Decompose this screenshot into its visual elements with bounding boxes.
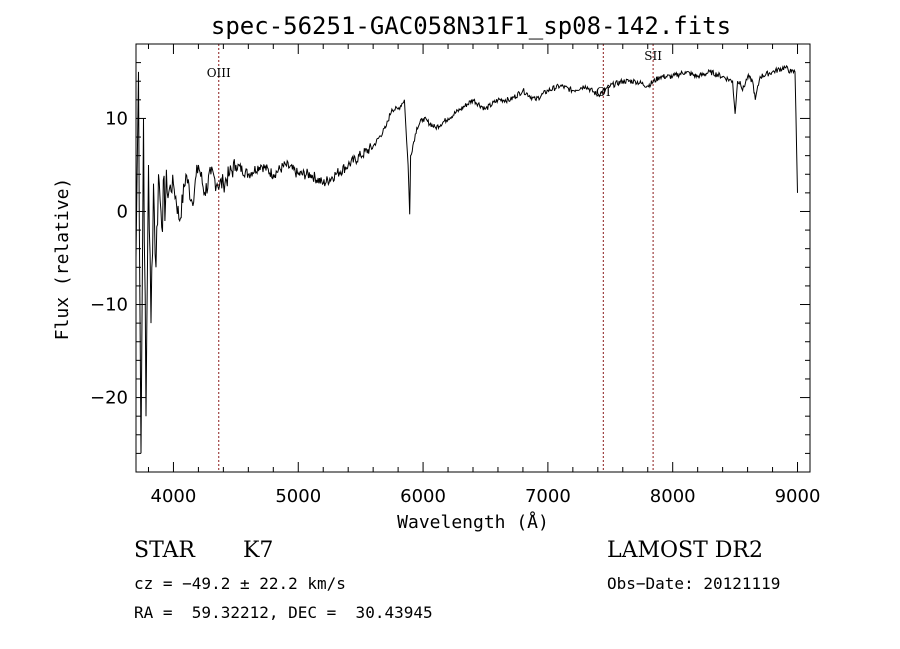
x-tick-label: 5000 bbox=[275, 486, 321, 507]
y-tick-label: 0 bbox=[117, 201, 128, 222]
x-tick-label: 9000 bbox=[775, 486, 821, 507]
x-tick-label: 6000 bbox=[400, 486, 446, 507]
plot-frame bbox=[135, 43, 811, 473]
x-tick-label: 4000 bbox=[151, 486, 197, 507]
survey-name: LAMOST DR2 bbox=[607, 538, 763, 563]
chart-title: spec-56251-GAC058N31F1_sp08-142.fits bbox=[211, 12, 731, 40]
y-tick-label: −10 bbox=[90, 295, 128, 316]
line-label-sii: SII bbox=[644, 49, 662, 63]
object-class: STAR bbox=[134, 538, 195, 563]
y-tick-label: −20 bbox=[90, 388, 128, 409]
x-axis-label: Wavelength (Å) bbox=[397, 511, 549, 533]
x-tick-label: 7000 bbox=[525, 486, 571, 507]
redshift-readout: cz = −49.2 ± 22.2 km/s bbox=[134, 574, 346, 593]
line-label-oiii: OIII bbox=[207, 66, 231, 80]
plot-area: OIII OI SII bbox=[135, 44, 798, 472]
spectrum-line bbox=[135, 64, 798, 454]
x-tick-label: 8000 bbox=[650, 486, 696, 507]
axis-ticks: 4000 5000 6000 7000 8000 9000 −20 −10 0 10 bbox=[90, 43, 821, 507]
y-axis-label: Flux (relative) bbox=[52, 178, 73, 341]
observation-date: Obs−Date: 20121119 bbox=[607, 574, 781, 593]
y-tick-label: 10 bbox=[105, 108, 128, 129]
spectral-subclass: K7 bbox=[243, 538, 274, 563]
line-label-oi: OI bbox=[596, 85, 611, 99]
coordinates-readout: RA = 59.32212, DEC = 30.43945 bbox=[134, 603, 433, 622]
